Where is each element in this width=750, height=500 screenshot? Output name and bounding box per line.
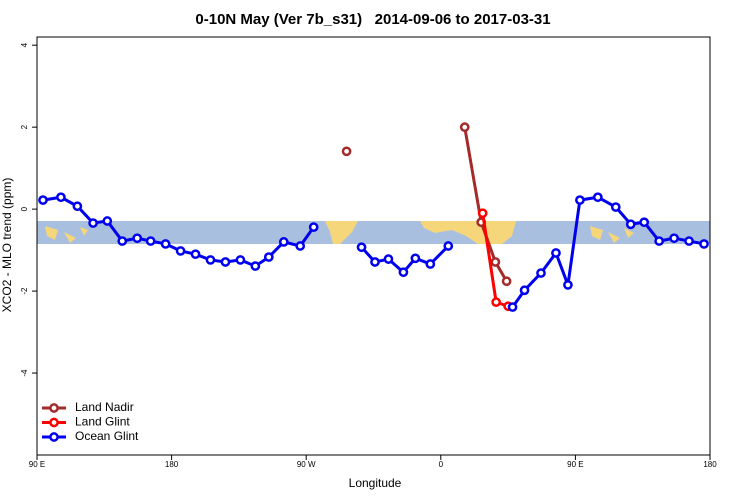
y-axis-label: XCO2 - MLO trend (ppm) xyxy=(0,178,14,313)
y-tick-label: 2 xyxy=(20,124,29,129)
land-americas xyxy=(325,221,358,244)
y-tick-label: -4 xyxy=(20,369,29,377)
series-line xyxy=(42,195,705,308)
data-point xyxy=(250,261,261,271)
data-point xyxy=(205,255,216,265)
x-tick-label: 180 xyxy=(165,460,179,469)
data-point xyxy=(410,253,421,264)
legend-label: Land Nadir xyxy=(75,400,134,414)
x-tick-label: 90 E xyxy=(29,460,45,469)
data-point xyxy=(160,239,171,249)
data-point xyxy=(398,267,409,278)
data-point xyxy=(699,239,709,249)
series-line xyxy=(463,126,508,282)
data-point xyxy=(477,208,488,219)
data-point xyxy=(625,219,636,230)
x-tick-label: 0 xyxy=(439,460,444,469)
data-point xyxy=(88,218,98,228)
data-point xyxy=(175,246,186,256)
data-point xyxy=(490,257,501,267)
data-point xyxy=(356,242,367,253)
data-point xyxy=(551,248,561,258)
data-point xyxy=(592,192,603,203)
data-point xyxy=(610,202,621,212)
x-tick-label: 90 W xyxy=(297,460,316,469)
data-point xyxy=(575,195,585,205)
y-tick-label: 0 xyxy=(20,206,29,211)
data-point xyxy=(501,276,512,287)
data-point xyxy=(536,268,546,278)
data-point xyxy=(669,233,679,244)
legend-marker xyxy=(49,403,59,413)
data-point xyxy=(295,241,306,251)
data-point xyxy=(563,280,573,290)
data-point xyxy=(263,252,274,262)
data-point xyxy=(519,285,530,296)
data-point xyxy=(117,236,128,246)
data-point xyxy=(56,192,66,203)
data-point xyxy=(425,259,436,269)
plot-frame xyxy=(36,36,711,456)
data-point xyxy=(132,233,143,244)
data-point xyxy=(654,236,665,246)
legend-label: Land Glint xyxy=(75,415,130,429)
map-strip xyxy=(37,221,710,244)
land-africa xyxy=(420,221,516,244)
y-tick-label: -2 xyxy=(20,287,29,295)
legend-label: Ocean Glint xyxy=(75,429,139,443)
data-point xyxy=(459,122,470,133)
data-point xyxy=(278,237,289,247)
data-point xyxy=(190,249,201,260)
data-point xyxy=(308,222,319,232)
data-point xyxy=(235,255,246,265)
data-point xyxy=(507,302,518,312)
legend-marker xyxy=(49,432,59,442)
x-tick-label: 90 E xyxy=(567,460,583,469)
data-point xyxy=(443,241,454,251)
data-point xyxy=(102,216,113,226)
data-point xyxy=(383,254,394,264)
x-tick-label: 180 xyxy=(703,460,717,469)
data-point xyxy=(72,201,83,212)
y-tick-label: 4 xyxy=(20,42,29,47)
chart-title: 0-10N May (Ver 7b_s31) 2014-09-06 to 201… xyxy=(195,11,550,28)
data-point xyxy=(341,146,352,157)
data-point xyxy=(491,297,501,307)
x-axis-label: Longitude xyxy=(349,476,402,490)
legend-marker xyxy=(49,417,59,428)
data-point xyxy=(370,257,380,267)
data-point xyxy=(639,217,650,228)
ocean-strip xyxy=(37,221,710,244)
data-point xyxy=(145,236,156,246)
data-point xyxy=(38,195,48,205)
data-point xyxy=(220,257,231,267)
data-point xyxy=(684,236,694,246)
